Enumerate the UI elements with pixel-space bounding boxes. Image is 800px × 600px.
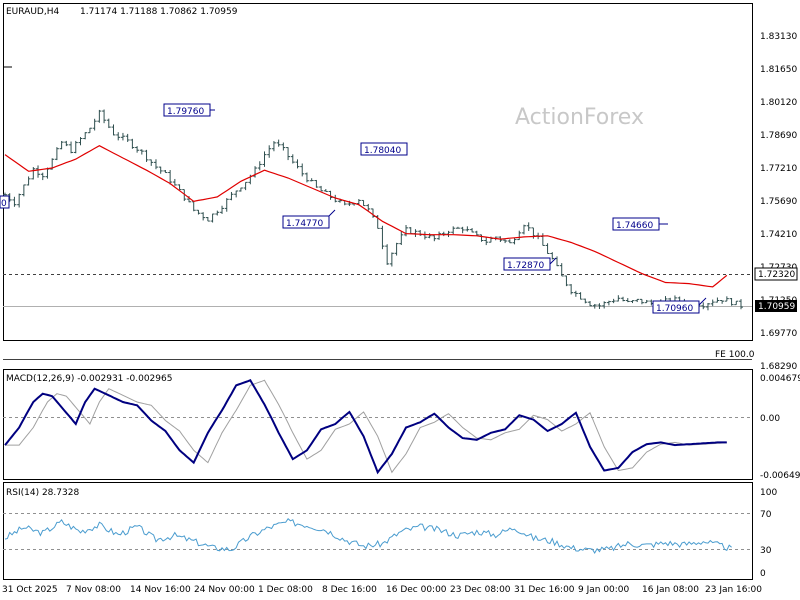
swing-label-high-2: 1.78040 bbox=[360, 142, 408, 156]
price-tick: 1.83130 bbox=[760, 32, 797, 42]
price-tick: 1.77210 bbox=[760, 164, 797, 174]
macd-title: MACD(12,26,9) -0.002931 -0.002965 bbox=[6, 374, 172, 384]
moving-average bbox=[4, 145, 728, 288]
macd-signal-line bbox=[5, 379, 727, 474]
svg-text:1.79760: 1.79760 bbox=[167, 107, 204, 117]
swing-label-high-3: 1.74660 bbox=[612, 217, 668, 231]
price-tick: 1.69770 bbox=[760, 329, 797, 339]
time-tick: 1 Dec 08:00 bbox=[258, 585, 313, 595]
rsi-tick-70: 70 bbox=[760, 510, 772, 520]
rsi-tick-0: 0 bbox=[760, 569, 766, 579]
fe-label: FE 100.0 bbox=[715, 350, 755, 360]
price-tick: 1.80120 bbox=[760, 98, 797, 108]
price-tick: 1.68290 bbox=[760, 362, 797, 372]
time-tick: 8 Dec 16:00 bbox=[322, 585, 377, 595]
price-tick: 1.74210 bbox=[760, 230, 797, 240]
rsi-tick-30: 30 bbox=[760, 546, 772, 556]
price-axis: 1.83130 1.81650 1.80120 1.78690 1.77210 … bbox=[760, 32, 797, 372]
svg-text:1.74660: 1.74660 bbox=[616, 221, 653, 231]
price-tick: 1.75690 bbox=[760, 197, 797, 207]
time-tick: 7 Nov 08:00 bbox=[66, 585, 121, 595]
time-tick: 16 Dec 00:00 bbox=[386, 585, 447, 595]
rsi-indicator bbox=[4, 517, 732, 554]
time-tick: 24 Nov 00:00 bbox=[194, 585, 255, 595]
svg-text:1.70960: 1.70960 bbox=[656, 304, 693, 314]
time-tick: 14 Nov 16:00 bbox=[130, 585, 191, 595]
macd-indicator bbox=[4, 379, 727, 475]
left-edge-label: 0 bbox=[0, 195, 10, 209]
time-tick: 23 Jan 16:00 bbox=[705, 585, 762, 595]
ma-price-tag: 1.72320 bbox=[754, 267, 798, 281]
svg-text:0: 0 bbox=[1, 199, 7, 209]
watermark-logo: ActionForex bbox=[515, 105, 644, 130]
time-tick: 23 Dec 08:00 bbox=[450, 585, 511, 595]
time-axis: 31 Oct 2025 7 Nov 08:00 14 Nov 16:00 24 … bbox=[2, 585, 762, 595]
swing-label-high-1: 1.79760 bbox=[163, 103, 215, 117]
time-tick: 9 Jan 00:00 bbox=[578, 585, 630, 595]
header-ohlc: 1.71174 1.71188 1.70862 1.70959 bbox=[80, 7, 238, 17]
svg-text:1.78040: 1.78040 bbox=[364, 146, 401, 156]
svg-text:1.70959: 1.70959 bbox=[758, 302, 795, 312]
macd-line bbox=[4, 379, 727, 475]
macd-panel-frame bbox=[3, 369, 753, 480]
rsi-line bbox=[4, 517, 732, 554]
last-price-tag: 1.70959 bbox=[755, 300, 797, 312]
price-bars bbox=[3, 109, 743, 311]
macd-tick-zero: 0.00 bbox=[760, 414, 780, 424]
swing-label-low-2: 1.72870 bbox=[503, 257, 557, 271]
price-tick: 1.78690 bbox=[760, 131, 797, 141]
svg-text:1.72320: 1.72320 bbox=[758, 270, 795, 280]
svg-text:1.72870: 1.72870 bbox=[507, 261, 544, 271]
rsi-tick-100: 100 bbox=[760, 488, 777, 498]
macd-tick-bottom: -0.006496 bbox=[760, 471, 800, 481]
rsi-panel-frame bbox=[3, 482, 753, 580]
time-tick: 31 Oct 2025 bbox=[2, 585, 58, 595]
moving-average-line bbox=[4, 145, 728, 288]
svg-text:1.74770: 1.74770 bbox=[286, 219, 323, 229]
time-tick: 16 Jan 08:00 bbox=[642, 585, 699, 595]
rsi-title: RSI(14) 28.7328 bbox=[6, 488, 79, 498]
swing-label-low-3: 1.70960 bbox=[652, 297, 707, 314]
macd-tick-top: 0.004679 bbox=[760, 374, 800, 384]
swing-label-low-1: 1.74770 bbox=[282, 209, 336, 229]
price-tick: 1.81650 bbox=[760, 65, 797, 75]
time-tick: 31 Dec 16:00 bbox=[514, 585, 575, 595]
price-panel-frame bbox=[3, 3, 753, 341]
header-symbol: EURAUD,H4 bbox=[6, 7, 59, 17]
